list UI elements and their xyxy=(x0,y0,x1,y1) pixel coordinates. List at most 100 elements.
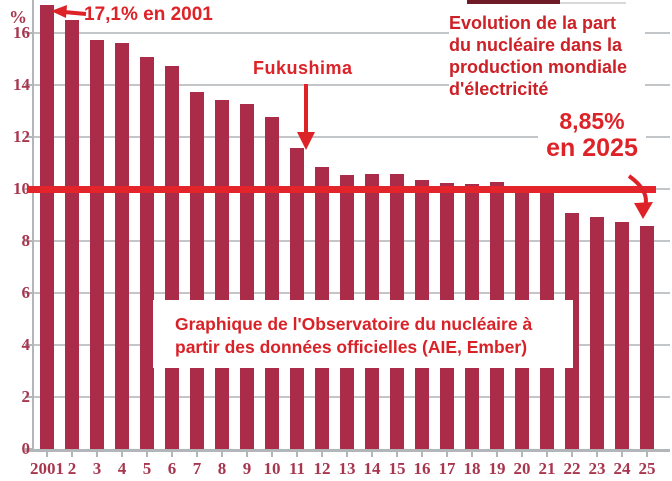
x-axis-label-23: 23 xyxy=(588,459,606,478)
x-axis-label-15: 15 xyxy=(388,459,406,478)
annotation-2025-value: 8,85% en 2025 xyxy=(538,107,646,164)
x-axis-label-8: 8 xyxy=(217,459,227,478)
y-tick-6 xyxy=(25,292,34,295)
gridline-14pct xyxy=(32,84,670,87)
x-tick-8 xyxy=(221,451,223,457)
x-tick-15 xyxy=(396,451,398,457)
x-tick-19 xyxy=(496,451,498,457)
source-note: Graphique de l'Observatoire du nucléaire… xyxy=(153,300,573,368)
bar-2009 xyxy=(240,103,254,449)
x-axis-label-4: 4 xyxy=(117,459,127,478)
x-axis-label-16: 16 xyxy=(413,459,431,478)
x-tick-3 xyxy=(96,451,98,457)
x-axis-label-20: 20 xyxy=(513,459,531,478)
bar-2024 xyxy=(615,221,629,449)
annotation-peak-value: 17,1% en 2001 xyxy=(84,4,213,25)
bar-2011 xyxy=(290,147,304,449)
x-axis-label-19: 19 xyxy=(488,459,506,478)
chart-title-line2: du nucléaire dans la xyxy=(449,35,623,55)
end-arrow xyxy=(627,174,653,219)
x-tick-14 xyxy=(371,451,373,457)
x-axis-label-24: 24 xyxy=(613,459,631,478)
y-axis-label-2: 2 xyxy=(21,387,31,407)
x-tick-24 xyxy=(621,451,623,457)
x-tick-12 xyxy=(321,451,323,457)
reference-line-10pct xyxy=(28,186,656,194)
y-axis-unit-label: % xyxy=(9,7,27,27)
y-axis-label-4: 4 xyxy=(21,335,31,355)
y-tick-12 xyxy=(25,136,34,139)
y-tick-14 xyxy=(25,84,34,87)
x-tick-13 xyxy=(346,451,348,457)
chart-title-line4: d'électricité xyxy=(449,79,549,99)
x-axis-label-22: 22 xyxy=(563,459,581,478)
cropped-header-underline xyxy=(558,2,626,4)
x-tick-16 xyxy=(421,451,423,457)
x-axis-label-21: 21 xyxy=(538,459,556,478)
bar-2007 xyxy=(190,91,204,449)
x-axis-label-6: 6 xyxy=(167,459,177,478)
y-axis-label-14: 14 xyxy=(13,75,30,95)
y-axis-label-0: 0 xyxy=(21,439,31,458)
x-axis-label-2001: 2001 xyxy=(30,459,64,478)
x-tick-23 xyxy=(596,451,598,457)
bar-2010 xyxy=(265,116,279,449)
x-axis-line xyxy=(25,449,670,452)
annotation-2025-percent: 8,85% xyxy=(559,108,625,134)
x-tick-2 xyxy=(71,451,73,457)
x-axis-label-7: 7 xyxy=(192,459,202,478)
x-tick-18 xyxy=(471,451,473,457)
x-axis-label-12: 12 xyxy=(313,459,331,478)
x-axis-label-25: 25 xyxy=(638,459,656,478)
bar-2003 xyxy=(90,39,104,449)
y-tick-2 xyxy=(25,396,34,399)
x-axis-label-3: 3 xyxy=(92,459,102,478)
cropped-header-strip xyxy=(467,0,560,4)
x-axis-label-2: 2 xyxy=(67,459,77,478)
x-tick-4 xyxy=(121,451,123,457)
x-tick-10 xyxy=(271,451,273,457)
y-axis-label-6: 6 xyxy=(21,283,31,303)
chart-title: Evolution de la part du nucléaire dans l… xyxy=(449,12,645,100)
y-axis-label-16: 16 xyxy=(13,23,30,43)
x-axis-label-5: 5 xyxy=(142,459,152,478)
x-axis-label-11: 11 xyxy=(288,459,306,478)
y-axis-label-8: 8 xyxy=(21,231,31,251)
bar-2005 xyxy=(140,56,154,449)
x-tick-5 xyxy=(146,451,148,457)
x-tick-9 xyxy=(246,451,248,457)
x-axis-label-14: 14 xyxy=(363,459,381,478)
x-axis-label-18: 18 xyxy=(463,459,481,478)
x-tick-2001 xyxy=(46,451,48,457)
x-tick-11 xyxy=(296,451,298,457)
gridline-16pct xyxy=(32,32,670,35)
y-axis-label-10: 10 xyxy=(13,179,30,199)
annotation-2025-year: en 2025 xyxy=(546,134,638,162)
fukushima-arrow xyxy=(297,84,315,150)
source-note-line2: partir des données officielles (AIE, Emb… xyxy=(175,337,528,357)
x-tick-25 xyxy=(646,451,648,457)
y-tick-4 xyxy=(25,344,34,347)
bar-2004 xyxy=(115,42,129,449)
x-tick-17 xyxy=(446,451,448,457)
annotation-fukushima: Fukushima xyxy=(253,58,353,78)
bar-2023 xyxy=(590,216,604,449)
bar-2006 xyxy=(165,65,179,449)
x-tick-20 xyxy=(521,451,523,457)
bar-2002 xyxy=(65,20,79,449)
x-axis-label-17: 17 xyxy=(438,459,456,478)
y-axis-label-12: 12 xyxy=(13,127,30,147)
x-tick-6 xyxy=(171,451,173,457)
bar-2008 xyxy=(215,99,229,449)
y-tick-8 xyxy=(25,240,34,243)
peak-arrow xyxy=(51,5,87,18)
x-tick-7 xyxy=(196,451,198,457)
source-note-line1: Graphique de l'Observatoire du nucléaire… xyxy=(175,314,533,334)
y-tick-16 xyxy=(25,32,34,35)
x-axis-label-10: 10 xyxy=(263,459,281,478)
x-tick-21 xyxy=(546,451,548,457)
chart-title-line1: Evolution de la part xyxy=(449,13,617,33)
chart-title-line3: production mondiale xyxy=(449,57,627,77)
y-axis-line xyxy=(32,0,34,451)
